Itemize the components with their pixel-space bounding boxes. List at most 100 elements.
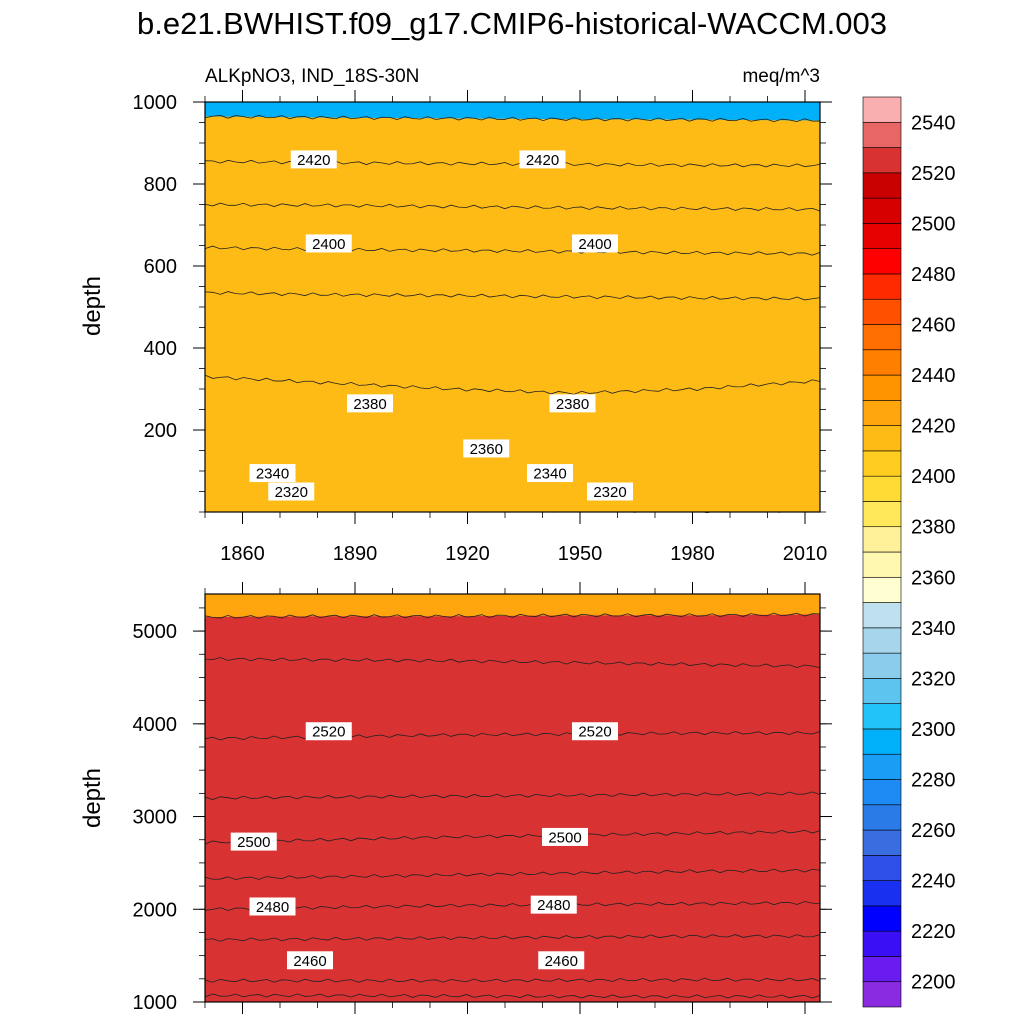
contour-label: 2340 — [533, 466, 566, 483]
colorbar-cell — [862, 248, 902, 275]
colorbar-tick-label: 2200 — [911, 972, 956, 994]
contour-line — [204, 114, 821, 123]
contour-label-box — [519, 150, 566, 169]
y-tick-label: 3000 — [133, 807, 178, 829]
contour-line — [204, 791, 821, 800]
contour-band — [205, 116, 820, 512]
colorbar-cell — [862, 576, 902, 603]
contour-label: 2480 — [256, 899, 289, 916]
contour-line — [204, 202, 821, 212]
colorbar-tick-label: 2320 — [911, 668, 956, 690]
colorbar-cell — [862, 425, 902, 452]
contour-label: 2520 — [578, 724, 611, 741]
colorbar-tick-label: 2300 — [911, 719, 956, 741]
colorbar-cell — [862, 298, 902, 325]
colorbar-cell — [862, 981, 902, 1008]
contour-band — [205, 614, 820, 1002]
contour-label: 2400 — [312, 236, 345, 253]
contour-label: 2340 — [256, 466, 289, 483]
contour-label: 2380 — [353, 396, 386, 413]
colorbar-tick-label: 2240 — [911, 871, 956, 893]
contour-label-box — [463, 439, 510, 458]
contour-label: 2500 — [237, 834, 270, 851]
contour-line — [204, 657, 821, 669]
colorbar-tick-label: 2400 — [911, 466, 956, 488]
contour-label-box — [249, 464, 296, 483]
subtitle-right: meq/m^3 — [742, 66, 820, 87]
contour-label: 2420 — [297, 152, 330, 169]
x-tick-label: 1950 — [558, 543, 603, 565]
colorbar-cell — [862, 627, 902, 654]
x-tick-label: 1890 — [333, 543, 378, 565]
contour-line — [204, 374, 821, 395]
colorbar-tick-label: 2480 — [911, 264, 956, 286]
colorbar-cell — [862, 703, 902, 730]
contour-label: 2480 — [537, 897, 570, 914]
contour-label: 2420 — [526, 152, 559, 169]
colorbar-tick-label: 2220 — [911, 921, 956, 943]
y-tick-label: 400 — [144, 338, 177, 360]
colorbar-cell — [862, 804, 902, 831]
contour-label: 2320 — [593, 484, 626, 501]
colorbar-cell — [862, 121, 902, 148]
contour-label-box — [549, 394, 596, 413]
colorbar-cell — [862, 501, 902, 528]
contour-label: 2460 — [293, 953, 326, 970]
contour-line — [204, 612, 821, 619]
contour-line — [204, 291, 821, 301]
colorbar-tick-label: 2380 — [911, 517, 956, 539]
colorbar-cell — [862, 400, 902, 426]
colorbar-cell — [862, 678, 902, 704]
colorbar-cell — [862, 829, 902, 856]
y-tick-label: 2000 — [133, 899, 178, 921]
colorbar-cell — [862, 930, 902, 957]
colorbar-cell — [862, 223, 902, 249]
upper-panel: 200 400 600 800 1000 1860 1890 1920 1950 1980 2010… — [133, 90, 832, 565]
contour-label-box — [268, 482, 315, 501]
contour-label-box — [527, 464, 573, 483]
colorbar-cell — [862, 652, 902, 679]
colorbar-cell — [862, 273, 902, 300]
colorbar-cell — [862, 526, 902, 553]
colorbar-tick-label: 2360 — [911, 567, 956, 589]
colorbar-tick-label: 2280 — [911, 770, 956, 792]
colorbar-tick-label: 2520 — [911, 163, 956, 185]
colorbar-cell — [862, 324, 902, 351]
figure-title: b.e21.BWHIST.f09_g17.CMIP6-historical-WA… — [137, 6, 887, 41]
contour-line — [204, 901, 821, 911]
y-tick-label: 5000 — [133, 621, 178, 643]
contour-label-box — [572, 234, 618, 253]
contour-label-box — [305, 234, 352, 253]
colorbar-tick-label: 2420 — [911, 416, 956, 438]
contour-label-box — [542, 827, 588, 846]
contour-line — [204, 934, 821, 942]
colorbar-cell — [862, 349, 902, 376]
colorbar-cell — [862, 374, 902, 401]
colorbar-tick-label: 2340 — [911, 618, 956, 640]
colorbar-cell — [862, 172, 902, 199]
y-tick-label: 4000 — [133, 714, 178, 736]
colorbar-cell — [862, 147, 902, 174]
contour-label-box — [305, 722, 352, 741]
y-tick-label: 800 — [144, 174, 177, 196]
contour-line — [204, 993, 821, 999]
contour-label: 2320 — [275, 484, 308, 501]
contour-label: 2500 — [548, 829, 581, 846]
contour-label: 2520 — [312, 724, 345, 741]
colorbar-tick-label: 2460 — [911, 315, 956, 337]
contour-label-box — [230, 832, 277, 851]
contour-label-box — [347, 394, 393, 413]
colorbar-tick-label: 2540 — [911, 112, 956, 134]
upper-ylabel: depth — [79, 276, 106, 336]
y-tick-label: 1000 — [133, 92, 178, 114]
contour-label: 2460 — [545, 953, 578, 970]
colorbar-cell — [862, 602, 902, 629]
contour-label-box — [538, 951, 585, 970]
contour-line — [204, 829, 821, 845]
lower-ylabel: depth — [79, 768, 106, 828]
plot-frame — [204, 593, 821, 1003]
x-tick-label: 2010 — [783, 543, 828, 565]
colorbar-cell — [862, 905, 902, 932]
contour-label: 2400 — [578, 236, 611, 253]
